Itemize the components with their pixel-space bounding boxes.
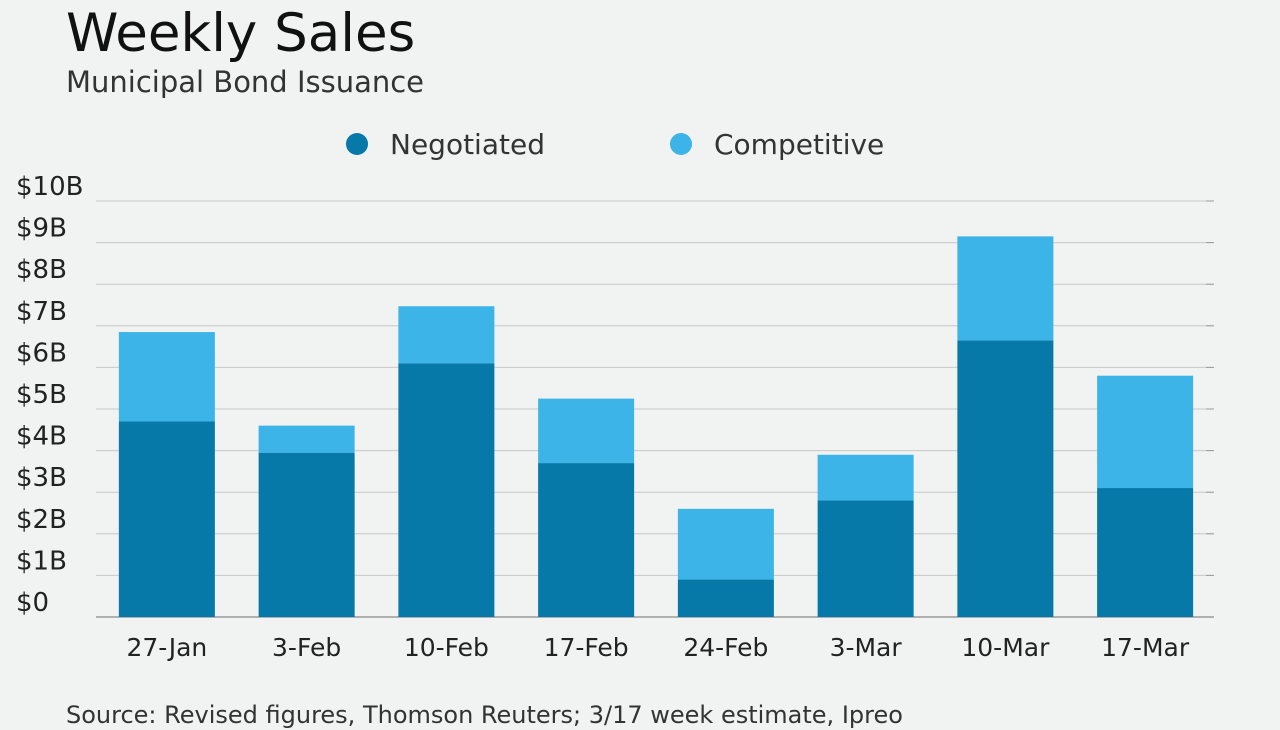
y-tick-label: $10B — [16, 172, 83, 202]
y-tick-label: $8B — [16, 255, 67, 285]
x-tick-label: 10-Mar — [961, 633, 1050, 662]
legend-label-competitive: Competitive — [714, 127, 885, 161]
bar-negotiated — [258, 452, 355, 617]
x-tick-label: 17-Mar — [1101, 633, 1190, 662]
legend-item-negotiated: Negotiated — [346, 124, 545, 164]
bar-negotiated — [1097, 488, 1194, 617]
bar-competitive — [957, 236, 1054, 341]
bar-competitive — [817, 454, 914, 501]
y-tick-label: $9B — [16, 214, 67, 244]
bar-negotiated — [538, 463, 635, 617]
chart-subtitle: Municipal Bond Issuance — [66, 65, 425, 99]
x-tick-label: 24-Feb — [683, 633, 768, 662]
source-note: Source: Revised figures, Thomson Reuters… — [66, 701, 903, 729]
bar-competitive — [398, 306, 495, 364]
y-tick-label: $5B — [16, 380, 67, 410]
bar-competitive — [258, 425, 355, 453]
chart-legend: Negotiated Competitive — [0, 124, 1280, 164]
legend-item-competitive: Competitive — [670, 124, 884, 164]
x-tick-label: 27-Jan — [126, 633, 207, 662]
y-tick-label: $4B — [16, 422, 67, 452]
bar-competitive — [118, 332, 215, 422]
chart-title: Weekly Sales — [66, 3, 416, 64]
bar-competitive — [677, 508, 774, 580]
legend-swatch-competitive — [670, 133, 692, 155]
x-tick-label: 17-Feb — [544, 633, 629, 662]
bar-competitive — [1097, 375, 1194, 489]
y-tick-label: $0 — [16, 588, 49, 618]
x-tick-label: 10-Feb — [404, 633, 489, 662]
bar-negotiated — [957, 340, 1054, 617]
x-tick-label: 3-Mar — [830, 633, 903, 662]
bar-negotiated — [677, 579, 774, 617]
y-tick-label: $6B — [16, 338, 67, 368]
bar-negotiated — [398, 363, 495, 617]
y-tick-label: $3B — [16, 463, 67, 493]
bar-negotiated — [817, 500, 914, 617]
legend-swatch-negotiated — [346, 133, 368, 155]
legend-label-negotiated: Negotiated — [390, 127, 545, 161]
bar-negotiated — [118, 421, 215, 617]
x-tick-label: 3-Feb — [272, 633, 341, 662]
y-tick-label: $2B — [16, 505, 67, 535]
y-tick-label: $7B — [16, 297, 67, 327]
y-tick-label: $1B — [16, 546, 67, 576]
bar-competitive — [538, 398, 635, 464]
